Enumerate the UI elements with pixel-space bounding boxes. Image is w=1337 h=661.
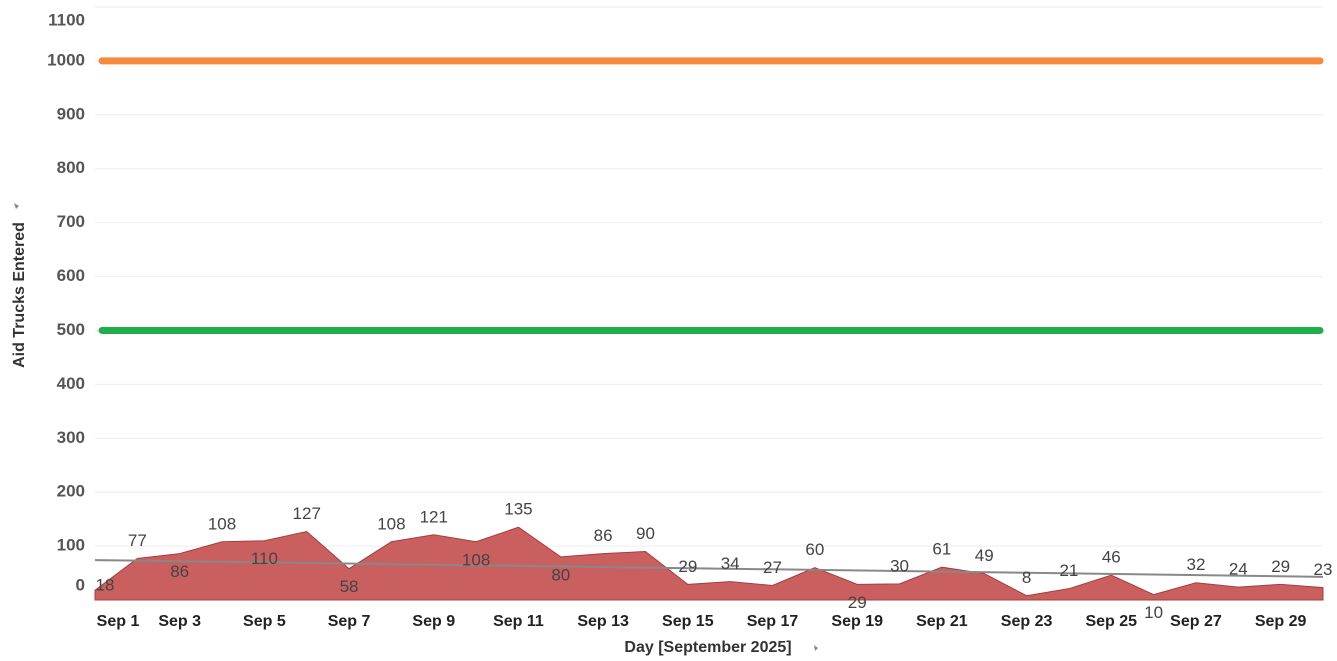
value-label: 61 — [932, 540, 951, 559]
y-tick-label: 200 — [57, 482, 85, 501]
x-tick-label: Sep 3 — [158, 613, 201, 630]
area — [94, 526, 1324, 601]
x-tick-label: Sep 29 — [1255, 613, 1307, 630]
value-label: 110 — [251, 549, 278, 568]
value-label: 121 — [420, 507, 448, 526]
value-label: 90 — [636, 524, 655, 543]
value-label: 49 — [975, 546, 994, 565]
y-tick-label: 700 — [57, 212, 85, 231]
y-tick-label: 1100 — [48, 10, 85, 29]
value-label: 21 — [1059, 561, 1078, 580]
value-label: 108 — [208, 514, 236, 533]
value-label: 46 — [1102, 548, 1121, 567]
value-label: 86 — [170, 562, 189, 581]
x-axis-label: Day [September 2025] — [624, 639, 791, 656]
value-label: 24 — [1229, 560, 1248, 579]
value-label: 58 — [340, 577, 359, 596]
value-label: 77 — [128, 531, 147, 550]
x-tick-label: Sep 9 — [412, 613, 455, 630]
x-tick-label: Sep 27 — [1170, 613, 1222, 630]
y-tick-label: 300 — [57, 428, 85, 447]
trend-line — [94, 559, 1324, 578]
x-tick-label: Sep 21 — [916, 613, 968, 630]
x-tick-label: Sep 13 — [577, 613, 629, 630]
value-label: 27 — [763, 558, 782, 577]
value-label: 18 — [96, 575, 115, 594]
x-tick-label: Sep 15 — [662, 613, 714, 630]
value-label: 23 — [1314, 560, 1333, 579]
value-label: 86 — [594, 526, 613, 545]
y-axis-label: Aid Trucks Entered — [11, 222, 28, 368]
value-label: 30 — [890, 556, 909, 575]
value-label: 29 — [848, 593, 867, 612]
y-tick-label: 1000 — [47, 50, 85, 69]
value-label: 34 — [721, 554, 740, 573]
x-tick-label: Sep 19 — [831, 613, 883, 630]
x-tick-label: Sep 1 — [97, 613, 140, 630]
x-tick-label: Sep 5 — [243, 613, 286, 630]
value-label: 135 — [504, 500, 532, 519]
value-label: 108 — [462, 550, 490, 569]
pin-icons — [14, 203, 818, 651]
y-tick-label: 900 — [57, 104, 85, 123]
value-label: 80 — [551, 565, 570, 584]
value-label: 60 — [805, 540, 824, 559]
value-label: 8 — [1022, 568, 1031, 587]
x-tick-label: Sep 23 — [1001, 613, 1053, 630]
x-tick-label: Sep 17 — [747, 613, 799, 630]
y-tick-label: 100 — [57, 536, 85, 555]
x-tick-label: Sep 11 — [493, 613, 544, 630]
y-tick-label: 400 — [57, 374, 85, 393]
y-tick-label: 800 — [57, 158, 85, 177]
value-label: 108 — [377, 514, 405, 533]
x-tick-label: Sep 7 — [328, 613, 371, 630]
y-tick-label: 600 — [57, 266, 85, 285]
value-label: 29 — [678, 557, 697, 576]
value-label: 32 — [1187, 555, 1206, 574]
value-label: 10 — [1144, 603, 1163, 622]
y-tick-label: 0 — [76, 575, 85, 594]
value-label: 29 — [1271, 557, 1290, 576]
x-tick-label: Sep 25 — [1085, 613, 1137, 630]
y-tick-label: 500 — [57, 320, 85, 339]
value-label: 127 — [293, 504, 321, 523]
